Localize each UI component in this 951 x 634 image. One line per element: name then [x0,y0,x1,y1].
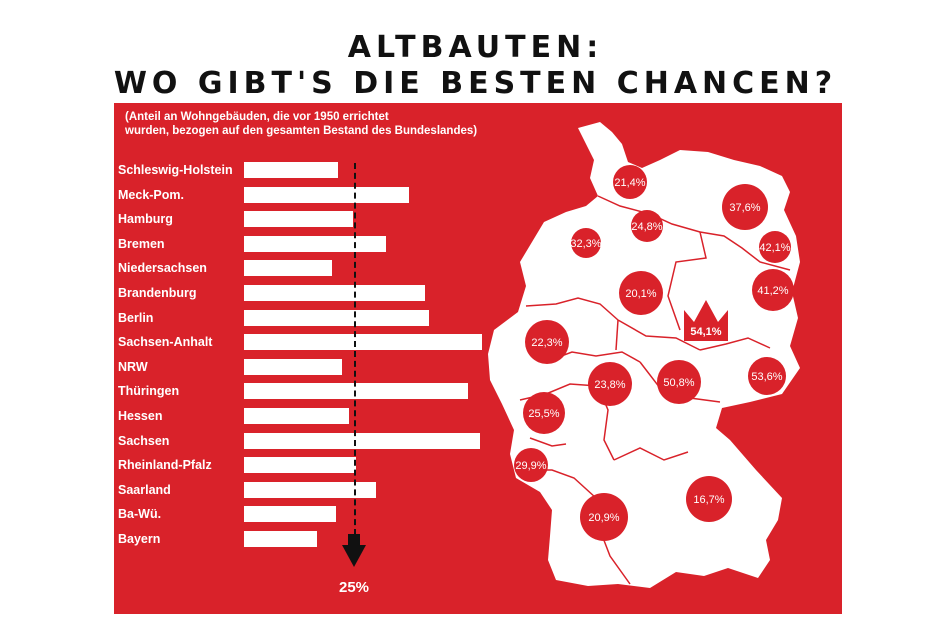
bar-label: Thüringen [118,384,180,398]
map-value-label: 22,3% [531,337,562,349]
bar [244,187,409,203]
map-value-bubble [613,165,647,199]
bar [244,310,429,326]
map-value-label: 20,9% [588,512,619,524]
bar-label: Schleswig-Holstein [118,163,233,177]
map-value-label: 54,1% [690,326,721,338]
reference-label: 25% [338,579,370,596]
map-value-bubble [580,493,628,541]
map-value-bubble [514,448,548,482]
bar-label: Hessen [118,409,163,423]
bar [244,383,468,399]
map-value-label: 42,1% [759,242,790,254]
bar-label: Niedersachsen [118,261,207,275]
map-value-label: 25,5% [528,408,559,420]
map-value-bubble [523,392,565,434]
map-value-label: 32,3% [570,238,601,250]
map-value-bubble [525,320,569,364]
bar-label: NRW [118,360,148,374]
bar-label: Sachsen-Anhalt [118,335,213,349]
map-value-label: 53,6% [751,371,782,383]
map-value-bubble [588,362,632,406]
map-value-bubble [722,184,768,230]
chart-subtitle: (Anteil an Wohngebäuden, die vor 1950 er… [125,111,478,137]
bar [244,211,353,227]
map-value-label: 50,8% [663,377,694,389]
bar-label: Bayern [118,532,161,546]
germany-outline [488,122,800,588]
bar [244,482,376,498]
title-line-1: ALTBAUTEN: [347,30,604,65]
map-value-bubble [686,476,732,522]
bar [244,285,425,301]
bar-label: Saarland [118,483,171,497]
map-value-bubble [571,228,601,258]
bar-label: Rheinland-Pfalz [118,458,212,472]
bar [244,531,317,547]
reference-arrow-icon [342,545,366,567]
map-value-bubble [759,231,791,263]
bar [244,433,480,449]
map-value-bubble [752,269,794,311]
map-value-bubbles: 21,4% 37,6% 24,8% 32,3% 42,1% 20,1% 41,2% 54,1%… [514,165,794,541]
bar [244,457,356,473]
map-value-bubble [631,210,663,242]
map-value-label: 41,2% [757,285,788,297]
title-line-2: WO GIBT'S DIE BESTEN CHANCEN? [113,66,838,101]
bar [244,260,332,276]
bar [244,334,482,350]
map-value-label: 24,8% [631,221,662,233]
map-value-label: 21,4% [614,177,645,189]
bar [244,506,336,522]
reference-arrow-shaft [348,534,360,546]
map-value-label: 37,6% [729,202,760,214]
map-value-bubble [619,271,663,315]
crown-icon [684,300,728,341]
reference-line [354,163,356,535]
map-value-bubble [657,360,701,404]
map-value-label: 20,1% [625,288,656,300]
bar-label: Brandenburg [118,286,197,300]
bar-label: Meck-Pom. [118,188,184,202]
map-value-label: 29,9% [515,460,546,472]
map-value-label: 16,7% [693,494,724,506]
bar [244,408,349,424]
bar-label: Ba-Wü. [118,507,162,521]
bar-label: Bremen [118,237,165,251]
bar [244,162,338,178]
bar-label: Hamburg [118,212,173,226]
map-value-label: 23,8% [594,379,625,391]
bar [244,359,342,375]
bar-label: Berlin [118,311,154,325]
bar-label: Sachsen [118,434,170,448]
bar [244,236,386,252]
map-value-bubble [748,357,786,395]
